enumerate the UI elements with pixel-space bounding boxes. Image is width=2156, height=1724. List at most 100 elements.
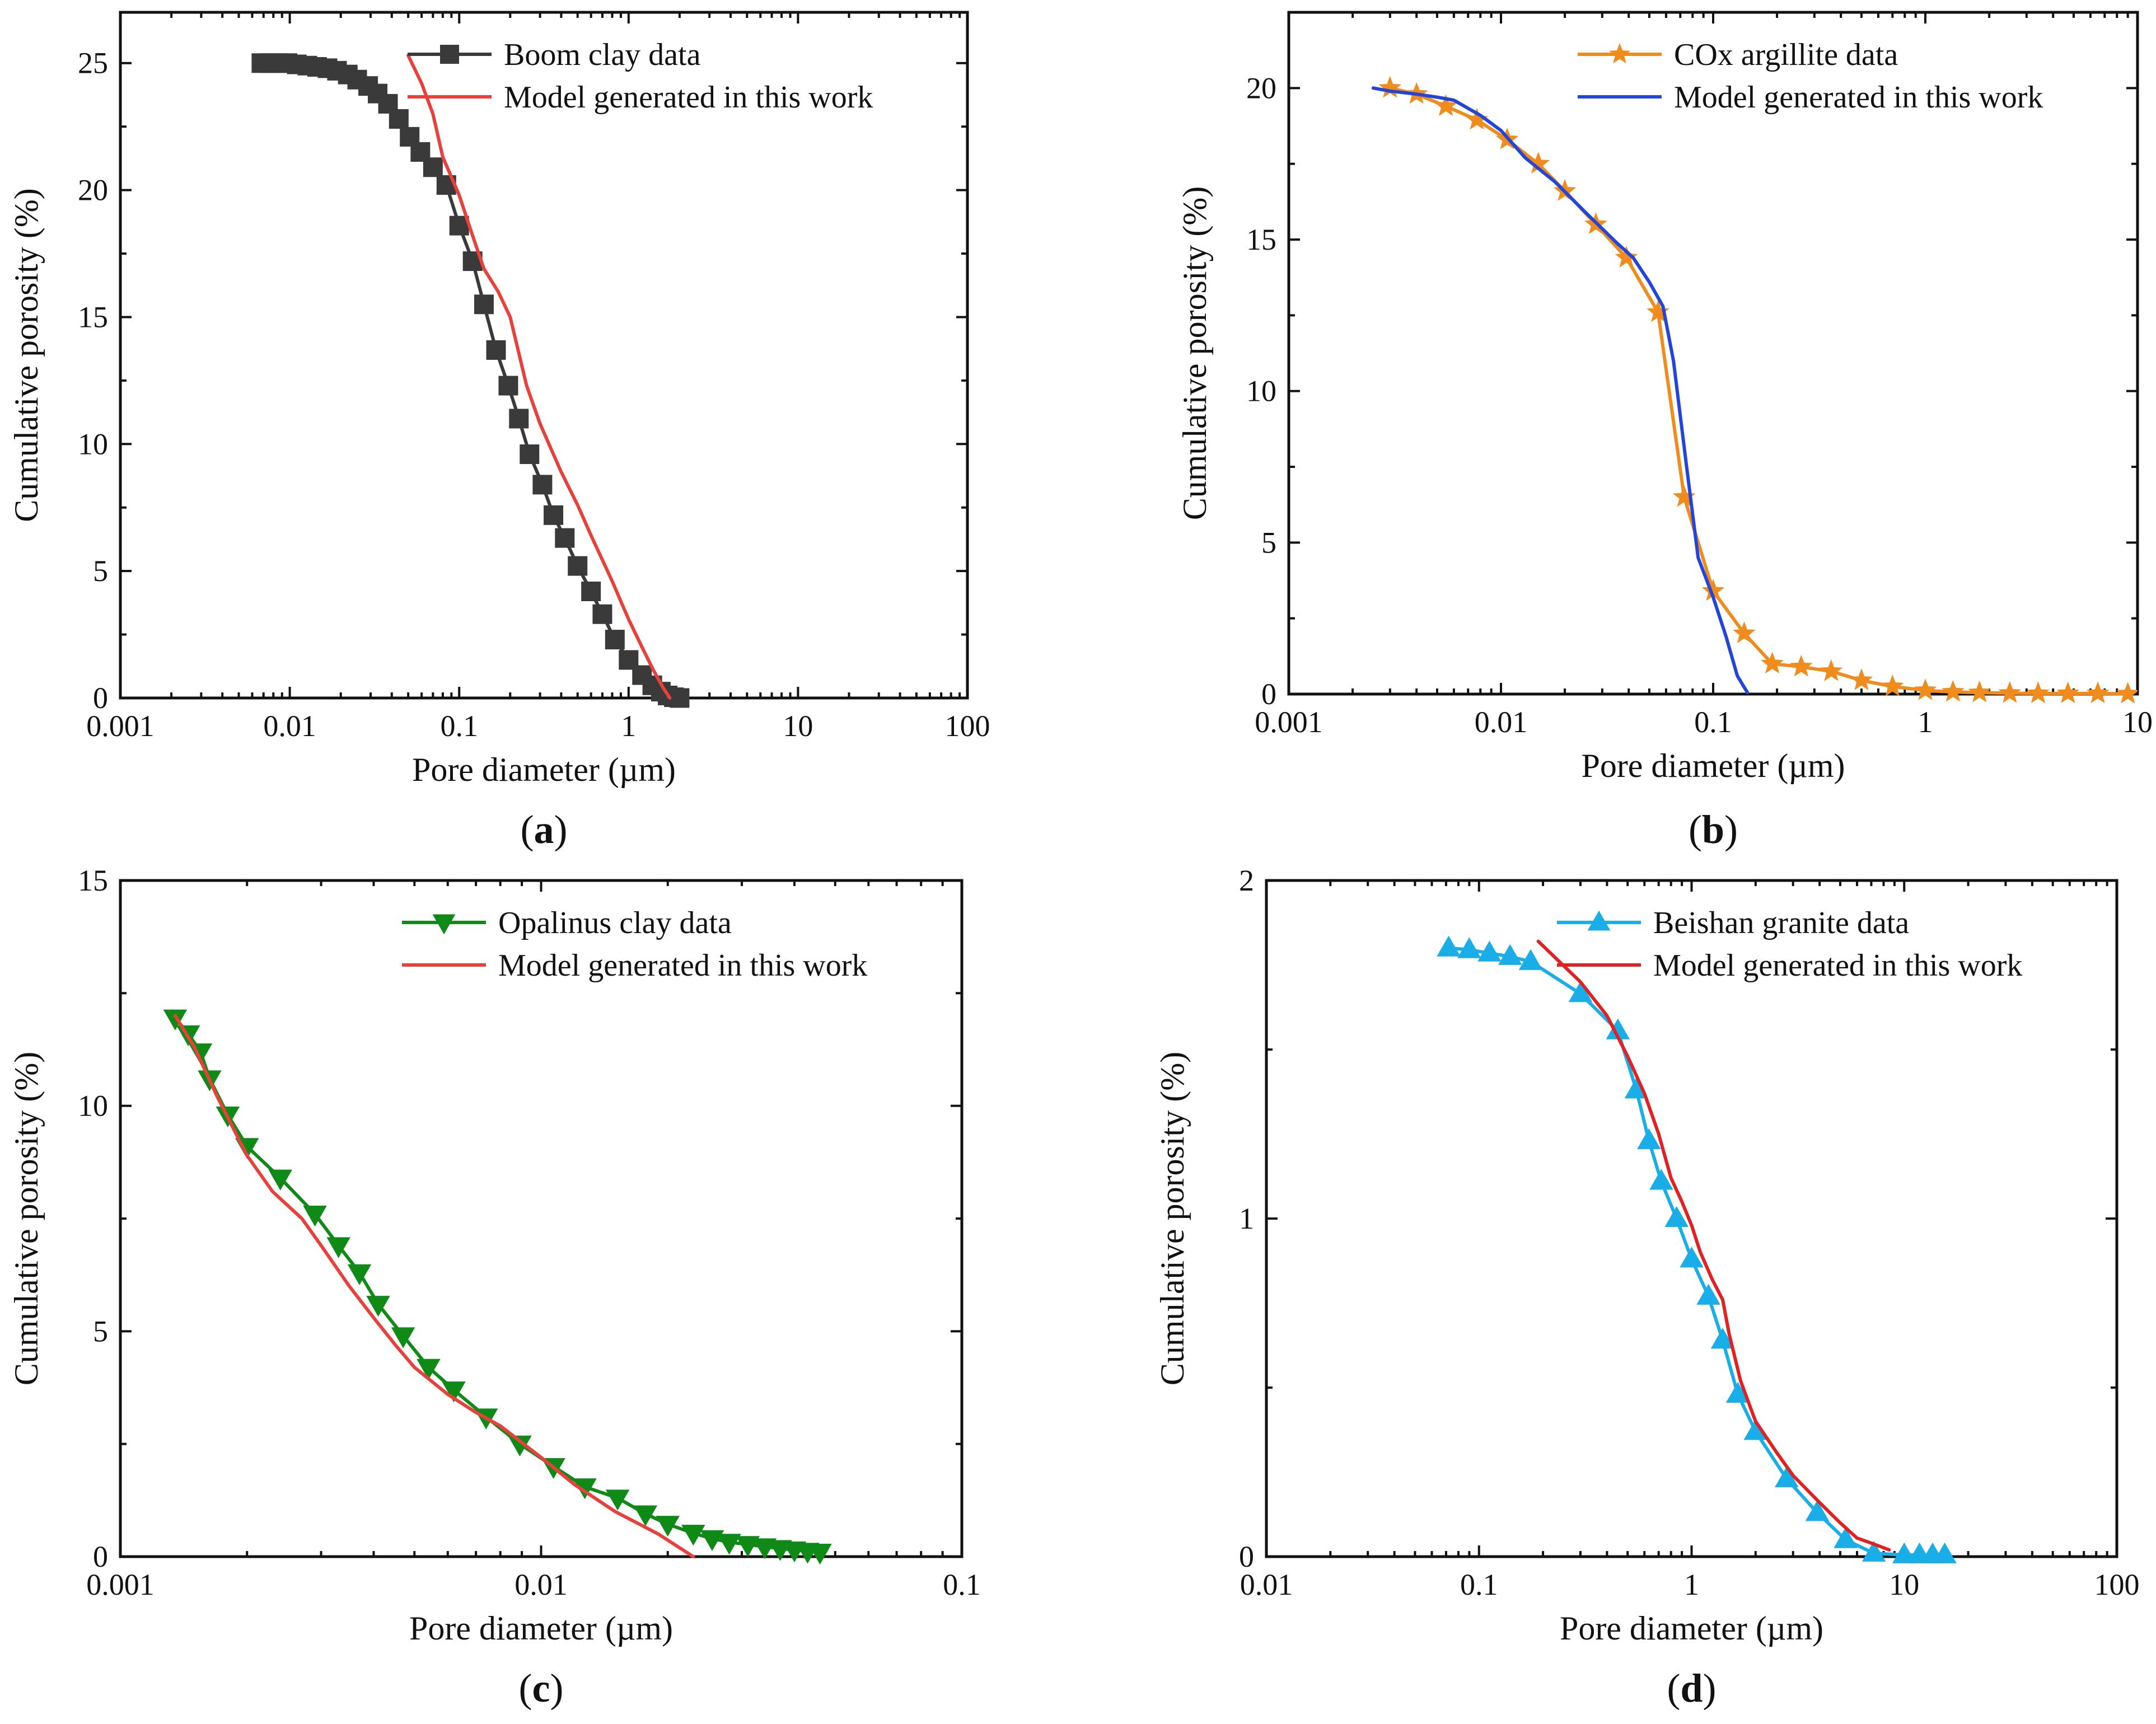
data-point xyxy=(366,1296,390,1317)
x-tick-label: 1 xyxy=(1918,705,1933,739)
y-tick-label: 15 xyxy=(78,864,108,897)
data-point xyxy=(1518,949,1543,970)
legend-entry: Model generated in this work xyxy=(1578,80,2043,115)
data-point xyxy=(268,1169,292,1191)
x-tick-label: 0.01 xyxy=(1475,705,1528,739)
x-tick-label: 0.001 xyxy=(86,1568,155,1601)
y-tick-label: 5 xyxy=(93,554,108,588)
data-point xyxy=(474,294,494,315)
series-data xyxy=(163,1009,832,1565)
series-line xyxy=(1388,86,2130,696)
data-point xyxy=(1664,1206,1689,1227)
panel-label: (c) xyxy=(519,1666,564,1711)
series-model xyxy=(173,1014,695,1558)
data-point xyxy=(1761,652,1784,674)
legend-marker xyxy=(1609,43,1630,64)
data-point xyxy=(1789,654,1813,677)
legend-label: Model generated in this work xyxy=(504,80,873,115)
y-tick-label: 0 xyxy=(1261,677,1276,711)
legend-entry: Beishan granite data xyxy=(1557,906,1909,940)
data-point xyxy=(1862,1540,1886,1562)
x-tick-label: 10 xyxy=(783,709,813,743)
data-point xyxy=(544,505,564,525)
series-line xyxy=(259,61,681,700)
x-tick-label: 1 xyxy=(621,709,636,743)
legend-entry: Model generated in this work xyxy=(1557,948,2022,983)
data-point xyxy=(633,1505,658,1526)
data-point xyxy=(1477,940,1502,962)
x-axis-title: Pore diameter (µm) xyxy=(1581,747,1845,784)
data-point xyxy=(1942,680,1965,702)
x-tick-label: 0.1 xyxy=(1460,1568,1498,1601)
data-point xyxy=(1968,680,1991,702)
y-tick-label: 10 xyxy=(78,1089,108,1123)
data-point xyxy=(1820,659,1843,681)
data-point xyxy=(417,1358,441,1380)
data-point xyxy=(656,1516,680,1537)
data-point xyxy=(1434,94,1457,116)
data-point xyxy=(1805,1500,1830,1521)
x-tick-label: 0.1 xyxy=(943,1568,981,1601)
y-axis-title: Cumulative porosity (%) xyxy=(8,1052,45,1386)
data-point xyxy=(1378,76,1402,98)
data-point xyxy=(581,581,601,601)
series-data xyxy=(251,53,690,708)
legend-label: COx argillite data xyxy=(1674,38,1898,72)
data-point xyxy=(2056,681,2080,704)
series-model xyxy=(1536,939,1891,1552)
data-point xyxy=(532,475,553,495)
data-point xyxy=(736,1536,760,1557)
legend-label: Model generated in this work xyxy=(1674,80,2043,115)
panel-label: (d) xyxy=(1667,1666,1716,1711)
panel-letter: d xyxy=(1680,1666,1703,1711)
data-point xyxy=(1881,674,1904,696)
data-point xyxy=(442,1381,466,1403)
y-tick-label: 0 xyxy=(93,681,108,715)
chart-panel-b: 0.001 0.01 0.1 1 10 0 5 10 15 20 Pore diameter (µm… xyxy=(1176,11,2153,852)
x-tick-label: 1 xyxy=(1684,1568,1699,1601)
data-point xyxy=(700,1530,724,1552)
legend-label: Beishan granite data xyxy=(1653,906,1909,940)
data-point xyxy=(568,556,588,576)
data-point xyxy=(1498,944,1522,965)
data-point xyxy=(449,216,469,236)
x-axis-title: Pore diameter (µm) xyxy=(412,751,676,788)
chart-panel-a: 0.001 0.01 0.1 1 10 100 0 5 10 15 20 25 Pore diamete… xyxy=(8,11,990,852)
series-model xyxy=(1371,86,1750,695)
panel-letter: b xyxy=(1702,807,1724,852)
data-point xyxy=(1437,935,1461,957)
y-tick-label: 15 xyxy=(78,300,108,334)
data-point xyxy=(1680,1247,1704,1268)
data-point xyxy=(498,376,518,396)
data-point xyxy=(163,1009,188,1030)
series-data xyxy=(1437,935,1957,1563)
series-line xyxy=(173,1014,695,1558)
data-point xyxy=(347,1264,372,1285)
series-line xyxy=(1447,946,1947,1557)
data-point xyxy=(423,157,443,177)
data-point xyxy=(389,109,409,129)
x-tick-label: 0.01 xyxy=(263,709,316,743)
x-tick-label: 0.01 xyxy=(1240,1568,1293,1601)
data-point xyxy=(486,340,506,360)
data-point xyxy=(1733,621,1756,644)
data-point xyxy=(1914,678,1937,700)
y-tick-label: 15 xyxy=(1246,223,1276,256)
series-line xyxy=(1536,939,1891,1552)
series-model xyxy=(406,54,672,700)
x-axis-title: Pore diameter (µm) xyxy=(409,1610,673,1647)
data-point xyxy=(1457,937,1481,958)
legend-label: Boom clay data xyxy=(504,38,701,72)
legend-entry: COx argillite data xyxy=(1578,38,1898,72)
y-tick-label: 5 xyxy=(93,1314,108,1348)
y-tick-label: 20 xyxy=(1246,71,1276,105)
y-axis-title: Cumulative porosity (%) xyxy=(1154,1052,1191,1386)
data-point xyxy=(391,1327,415,1348)
series-line xyxy=(173,1016,822,1554)
legend-entry: Opalinus clay data xyxy=(402,906,732,940)
legend-label: Model generated in this work xyxy=(1653,948,2022,983)
data-point xyxy=(1850,668,1873,690)
data-point xyxy=(1892,1542,1916,1563)
legend-marker xyxy=(432,914,456,935)
y-tick-label: 2 xyxy=(1239,864,1254,897)
